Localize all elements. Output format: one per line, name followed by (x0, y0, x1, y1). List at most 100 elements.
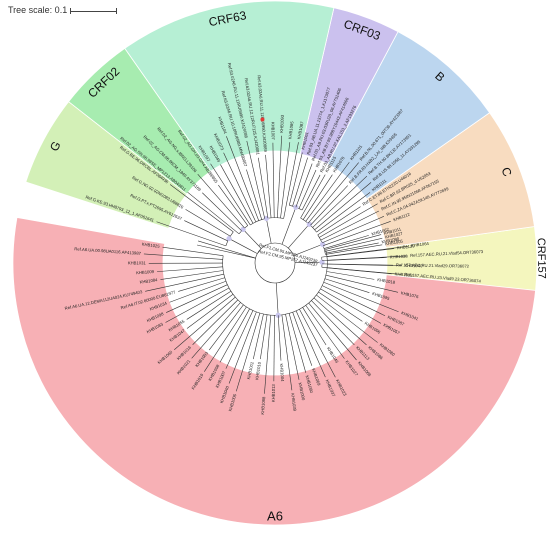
bootstrap-node (319, 259, 325, 265)
leaf-label: KHB1009 (136, 269, 155, 275)
leaf-label: KHB1095 (372, 291, 391, 301)
tree-branch (305, 305, 345, 359)
leaf-label: KHB1104 (217, 116, 228, 135)
tree-branch (322, 263, 393, 266)
tree-branch (246, 140, 266, 219)
leaf-label: KHB1090 (381, 236, 400, 244)
tree-branch (218, 184, 248, 226)
tree-branch (316, 294, 378, 343)
leaf-label: KHB1062 (371, 227, 390, 237)
clade-label-crf157: CRF157 (535, 238, 548, 279)
tree-branch (326, 242, 379, 254)
tree-branch (318, 291, 363, 322)
tree-branch (321, 245, 409, 258)
clade-wedge-g (25, 101, 188, 229)
tree-branch (174, 296, 236, 350)
tree-branch (210, 163, 251, 226)
leaf-label: KHB1087 (296, 120, 304, 139)
tree-branch (156, 221, 226, 247)
tree-branch (321, 255, 408, 261)
tree-branch (169, 280, 227, 303)
root-arc (254, 242, 296, 284)
tree-branch (275, 282, 279, 316)
tree-branch (320, 288, 382, 324)
leaf-label: KHB1005 (385, 238, 404, 246)
tree-branch (302, 174, 333, 220)
tree-branch (162, 246, 224, 257)
tree-branch (319, 203, 378, 238)
tree-branch (310, 185, 348, 226)
tree-branch (228, 238, 258, 254)
leaf-label: KHB1000 (298, 382, 307, 401)
leaf-label: KHB1084 (139, 277, 158, 285)
leaf-label: KHB1018 (377, 277, 396, 285)
tree-branch (165, 287, 230, 323)
leaf-label: KHB1034 (149, 300, 168, 311)
tree-branch (202, 192, 242, 232)
tree-branch (242, 229, 262, 249)
leaf-label: Ref.157.AEC.RU.23.Vlad9.23.OR736074 (404, 272, 481, 284)
tree-branch (326, 248, 395, 258)
clade-wedges (12, 0, 538, 526)
tree-branch (325, 274, 399, 293)
tree-branch (317, 206, 361, 236)
tree-branch (235, 313, 261, 392)
leaf-label: KHB1039 (290, 393, 297, 412)
leaf-label: KHB1007 (270, 122, 275, 141)
leaf-label: KHB1041 (401, 310, 420, 321)
tree-branch (277, 315, 282, 361)
leaf-label: KHB1006 (227, 393, 237, 412)
tree-branch (184, 220, 228, 242)
tree-branch (292, 312, 313, 366)
tree-branch (280, 142, 291, 219)
tree-branch (157, 266, 223, 272)
tree-branch (293, 243, 323, 256)
tree-branch (305, 162, 350, 222)
leaf-label: KHB1040 (219, 385, 230, 404)
leaf-label: KHB1033 (394, 271, 413, 278)
tree-branch (225, 310, 254, 369)
tree-branch (288, 224, 310, 249)
tree-branch (302, 307, 327, 346)
tree-branch (186, 294, 234, 329)
leaf-label: KHB1061 (300, 131, 309, 150)
tree-branch (169, 184, 234, 233)
leaf-label: Ref.157.AEC.RU.21.Vlad54.OR736073 (410, 249, 484, 258)
tree-branch (277, 135, 282, 218)
leaf-label: KHB1002 (246, 361, 255, 380)
tree-branch (320, 210, 380, 241)
tree-branch (292, 157, 308, 207)
leaf-label: KHB1064 (411, 241, 430, 248)
tree-branch (191, 302, 241, 359)
tree-branch (264, 315, 272, 394)
tree-branch (323, 221, 391, 246)
tree-branch (326, 271, 375, 280)
tree-branch (186, 290, 232, 320)
tree-branch (295, 163, 313, 208)
tree-branch (325, 244, 383, 255)
tree-branch (281, 314, 293, 391)
clade-wedge-crf63 (124, 0, 335, 172)
tree-branch (298, 169, 317, 209)
tree-branch (208, 304, 244, 351)
leaf-label: KHB1011 (383, 226, 402, 236)
tree-branch (266, 218, 272, 244)
leaf-label: KHB1112 (393, 212, 412, 223)
leaf-label: KHB1088 (260, 396, 266, 415)
tree-branch (258, 157, 269, 219)
tree-branches (143, 135, 409, 394)
tree-branch (295, 310, 326, 378)
leaf-label: Ref.A6.UA.00.98UA0116.AF413987 (74, 246, 142, 256)
leaf-label: KHB1080 (305, 375, 315, 394)
tree-branch (197, 173, 245, 229)
tree-branch (178, 277, 225, 292)
tree-branch (283, 142, 299, 219)
tree-branch (196, 244, 256, 259)
tree-branch (289, 152, 303, 206)
tree-branch (228, 311, 257, 384)
leaf-label: KHB1025 (142, 241, 161, 249)
tree-scale-label: Tree scale: 0.1 (8, 5, 68, 15)
tree-branch (322, 285, 386, 316)
tree-branch (198, 240, 256, 259)
